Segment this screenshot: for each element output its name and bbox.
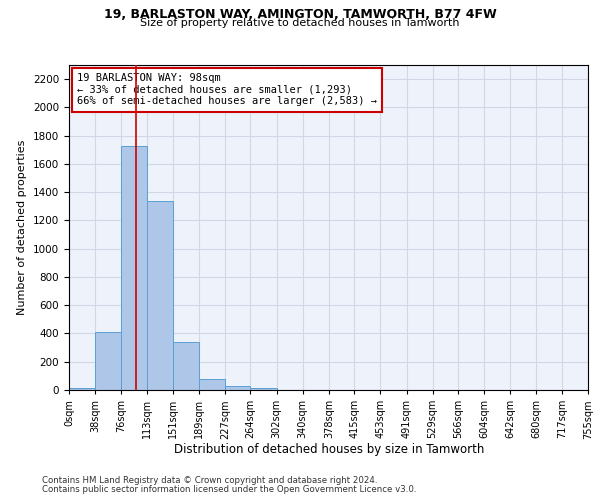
Bar [225,386,250,390]
Bar [69,388,95,390]
Bar [121,146,146,390]
Bar [250,388,277,390]
Bar [146,200,173,390]
Text: Contains public sector information licensed under the Open Government Licence v3: Contains public sector information licen… [42,485,416,494]
Bar [173,342,199,390]
Text: Distribution of detached houses by size in Tamworth: Distribution of detached houses by size … [173,442,484,456]
Text: 19, BARLASTON WAY, AMINGTON, TAMWORTH, B77 4FW: 19, BARLASTON WAY, AMINGTON, TAMWORTH, B… [104,8,496,20]
Text: Contains HM Land Registry data © Crown copyright and database right 2024.: Contains HM Land Registry data © Crown c… [42,476,377,485]
Text: 19 BARLASTON WAY: 98sqm
← 33% of detached houses are smaller (1,293)
66% of semi: 19 BARLASTON WAY: 98sqm ← 33% of detache… [77,73,377,106]
Y-axis label: Number of detached properties: Number of detached properties [17,140,28,315]
Text: Size of property relative to detached houses in Tamworth: Size of property relative to detached ho… [140,18,460,28]
Bar [199,380,225,390]
Bar [95,332,121,390]
